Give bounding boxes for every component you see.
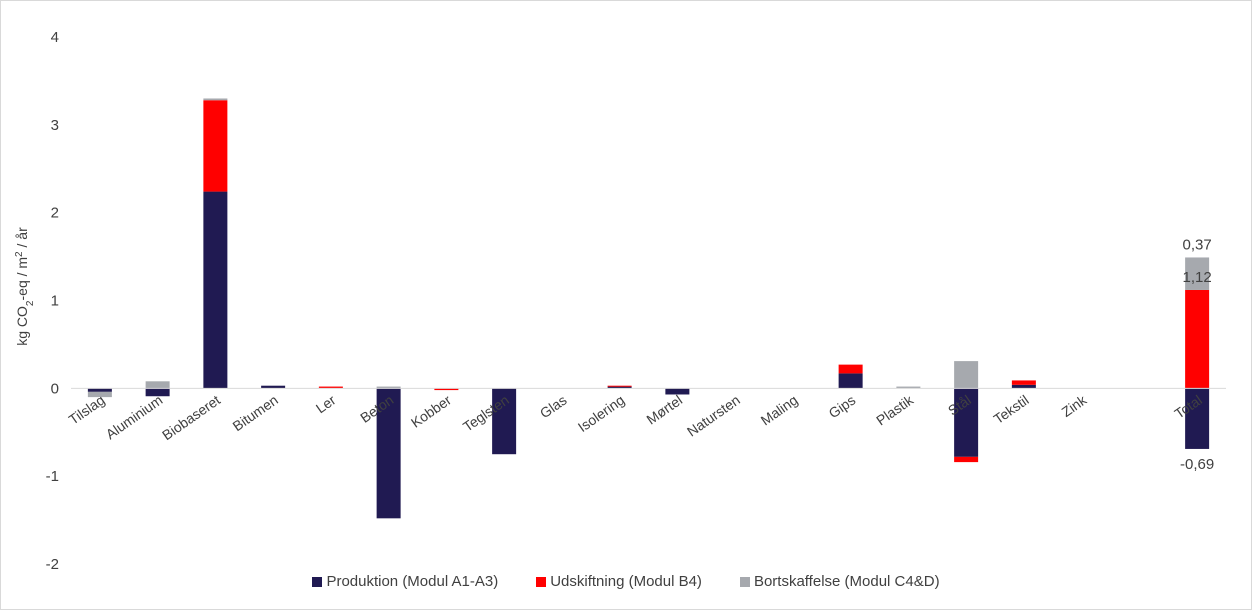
bar-segment [665,388,690,395]
bar-segment [203,100,228,192]
x-tick-label: Tekstil [991,392,1032,427]
x-tick-label: Glas [537,392,570,422]
legend-item: Bortskaffelse (Modul C4&D) [739,573,940,590]
x-tick-label: Ler [313,391,339,416]
y-tick-label: 3 [51,117,59,134]
bar-segment [492,388,517,455]
x-tick-label: Natursten [684,392,743,440]
x-tick-label: Isolering [575,392,628,435]
bar-segment [203,98,228,101]
y-tick-label: 2 [51,205,59,222]
bar-segment [954,456,979,463]
legend-label: Udskiftning (Modul B4) [550,573,702,590]
bar-segment [145,381,170,389]
legend-item: Produktion (Modul A1-A3) [312,573,498,590]
x-tick-label: Tilslag [66,392,108,428]
bar-segment [434,388,459,391]
x-tick-label: Maling [758,392,801,429]
bar-segment [318,386,343,389]
x-tick-label: Bitumen [230,392,281,435]
bar-segment [1185,257,1210,290]
data-label: -0,69 [1180,456,1214,473]
legend-item: Udskiftning (Modul B4) [536,573,702,590]
x-tick-label: Gips [826,392,859,422]
bar-segment [838,364,863,374]
bar-segment [1011,384,1036,389]
legend-swatch [536,576,547,587]
x-tick-label: Zink [1058,391,1090,420]
bar-segment [87,391,112,398]
y-tick-label: -1 [46,468,59,485]
y-axis-ticks: -2 -1 0 1 2 3 4 [46,29,59,573]
data-labels-layer: -0,69 1,12 0,37 [1180,236,1214,472]
bar-segment [376,386,401,389]
y-axis-title-group: kg CO2-eq / m2 / år [14,227,36,346]
y-tick-label: 4 [51,29,59,46]
x-tick-label: Mørtel [643,392,685,428]
y-tick-label: -2 [46,556,59,573]
bar-segment [954,361,979,389]
y-axis-title: kg CO2-eq / m2 / år [14,227,36,346]
bar-segment [145,388,170,397]
x-tick-label: Biobaseret [159,392,223,444]
legend: Produktion (Modul A1-A3) Udskiftning (Mod… [0,573,1252,590]
bar-segment [1185,289,1210,389]
y-tick-label: 0 [51,380,59,397]
bar-segment [896,386,921,389]
data-label: 0,37 [1183,236,1212,253]
x-tick-label: Plastik [873,391,917,428]
bars-layer [87,98,1210,519]
bar-segment [607,386,632,389]
legend-swatch [739,576,750,587]
bar-segment [607,385,632,387]
bar-segment [261,385,286,389]
bar-segment [1185,388,1210,449]
bar-segment [376,388,401,519]
x-tick-label: Aluminium [103,392,166,443]
x-tick-label: Kobber [408,391,454,430]
data-label: 1,12 [1183,269,1212,286]
bar-segment [1011,380,1036,385]
bar-segment [838,373,863,389]
bar-segment [87,388,112,392]
legend-label: Bortskaffelse (Modul C4&D) [753,573,940,590]
legend-swatch [312,576,323,587]
bar-segment [954,388,979,457]
legend-label: Produktion (Modul A1-A3) [326,573,499,590]
y-tick-label: 1 [51,293,59,310]
bar-segment [203,191,228,389]
